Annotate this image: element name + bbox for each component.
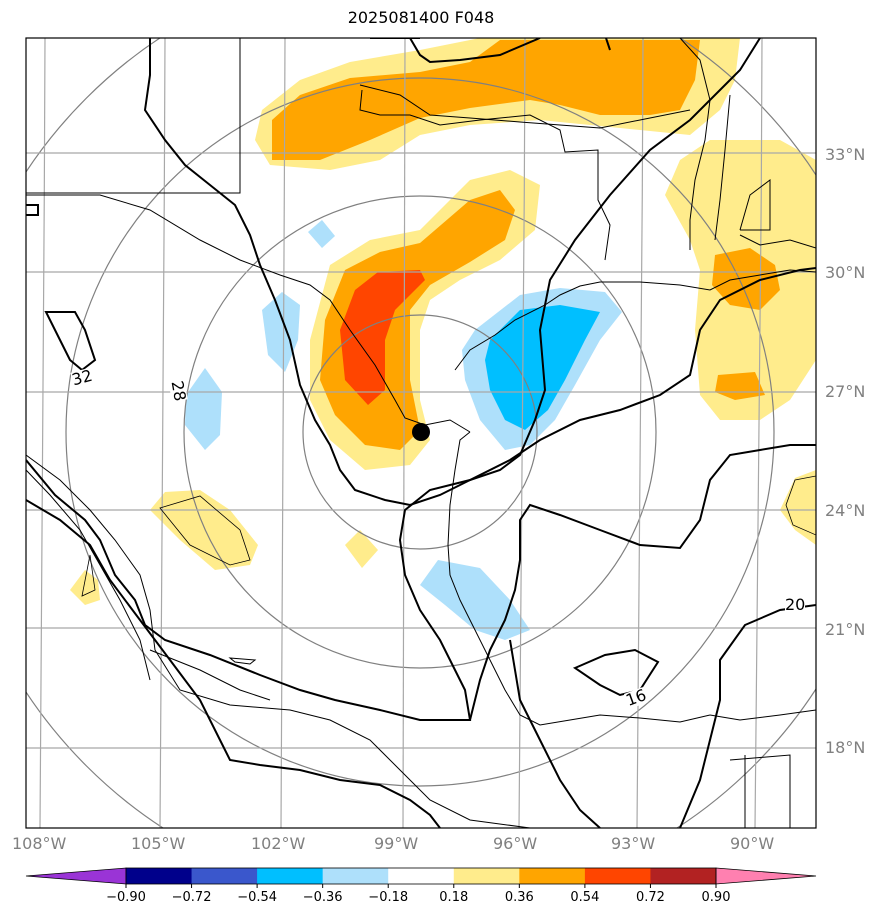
coastlines [26,38,816,828]
range-rings [26,38,816,828]
vorticity-contours [81,475,816,597]
colorbar-segment [453,868,520,884]
colorbar-tick-label: −0.54 [237,890,278,905]
lat-label: 27°N [825,382,866,401]
colorbar-segment [650,868,717,884]
colorbar-tick-label: 0.54 [570,890,600,905]
contour-label: 28 [167,379,190,403]
colorbar-tick-label: −0.18 [368,890,409,905]
contour-label: 20 [785,595,806,614]
colorbar [25,867,817,888]
shade-lightblue-small [308,220,335,248]
colorbar-extend-low [25,867,127,885]
lat-label: 30°N [825,263,866,282]
lon-label: 102°W [251,834,306,853]
colorbar-tick-label: 0.18 [439,890,469,905]
shade-yellow-sw [70,570,100,605]
shade-lightblue-west2 [185,368,222,450]
shade-lightblue-west [262,292,300,372]
lat-label: 18°N [825,738,866,757]
colorbar-tick-label: 0.36 [504,890,534,905]
colorbar-segment [191,868,258,884]
shade-yellow-small [345,530,378,568]
graticule [26,38,816,828]
lon-label: 105°W [131,834,186,853]
colorbar-extend-high [715,867,817,885]
colorbar-segment [322,868,389,884]
lat-label: 33°N [825,145,866,164]
lon-label: 108°W [12,834,67,853]
lat-label: 21°N [825,620,866,639]
colorbar-segment [388,868,455,884]
shade-yellow-east-edge [780,470,816,545]
colorbar-tick-label: 0.90 [701,890,731,905]
lon-label: 99°W [374,834,419,853]
lon-label: 93°W [611,834,656,853]
lon-label: 96°W [493,834,538,853]
shade-orange-east-2 [715,372,765,400]
lat-label: 24°N [825,501,866,520]
shade-orange-north [272,40,700,160]
map-frame [25,37,817,829]
colorbar-tick-label: −0.72 [171,890,212,905]
colorbar-segment [126,868,193,884]
colorbar-outline [125,867,717,885]
colorbar-segment [257,868,324,884]
colorbar-segment [584,868,651,884]
map-title: 2025081400 F048 [347,8,495,27]
colorbar-tick-label: 0.72 [635,890,665,905]
colorbar-tick-label: −0.90 [106,890,146,905]
height-contours [26,38,816,828]
colorbar-tick-label: −0.36 [302,890,343,905]
storm-center-dot [412,423,430,441]
shade-red-central [340,270,425,405]
lon-label: 90°W [730,834,775,853]
shade-lightblue-south [420,560,530,640]
colorbar-segment [519,868,586,884]
